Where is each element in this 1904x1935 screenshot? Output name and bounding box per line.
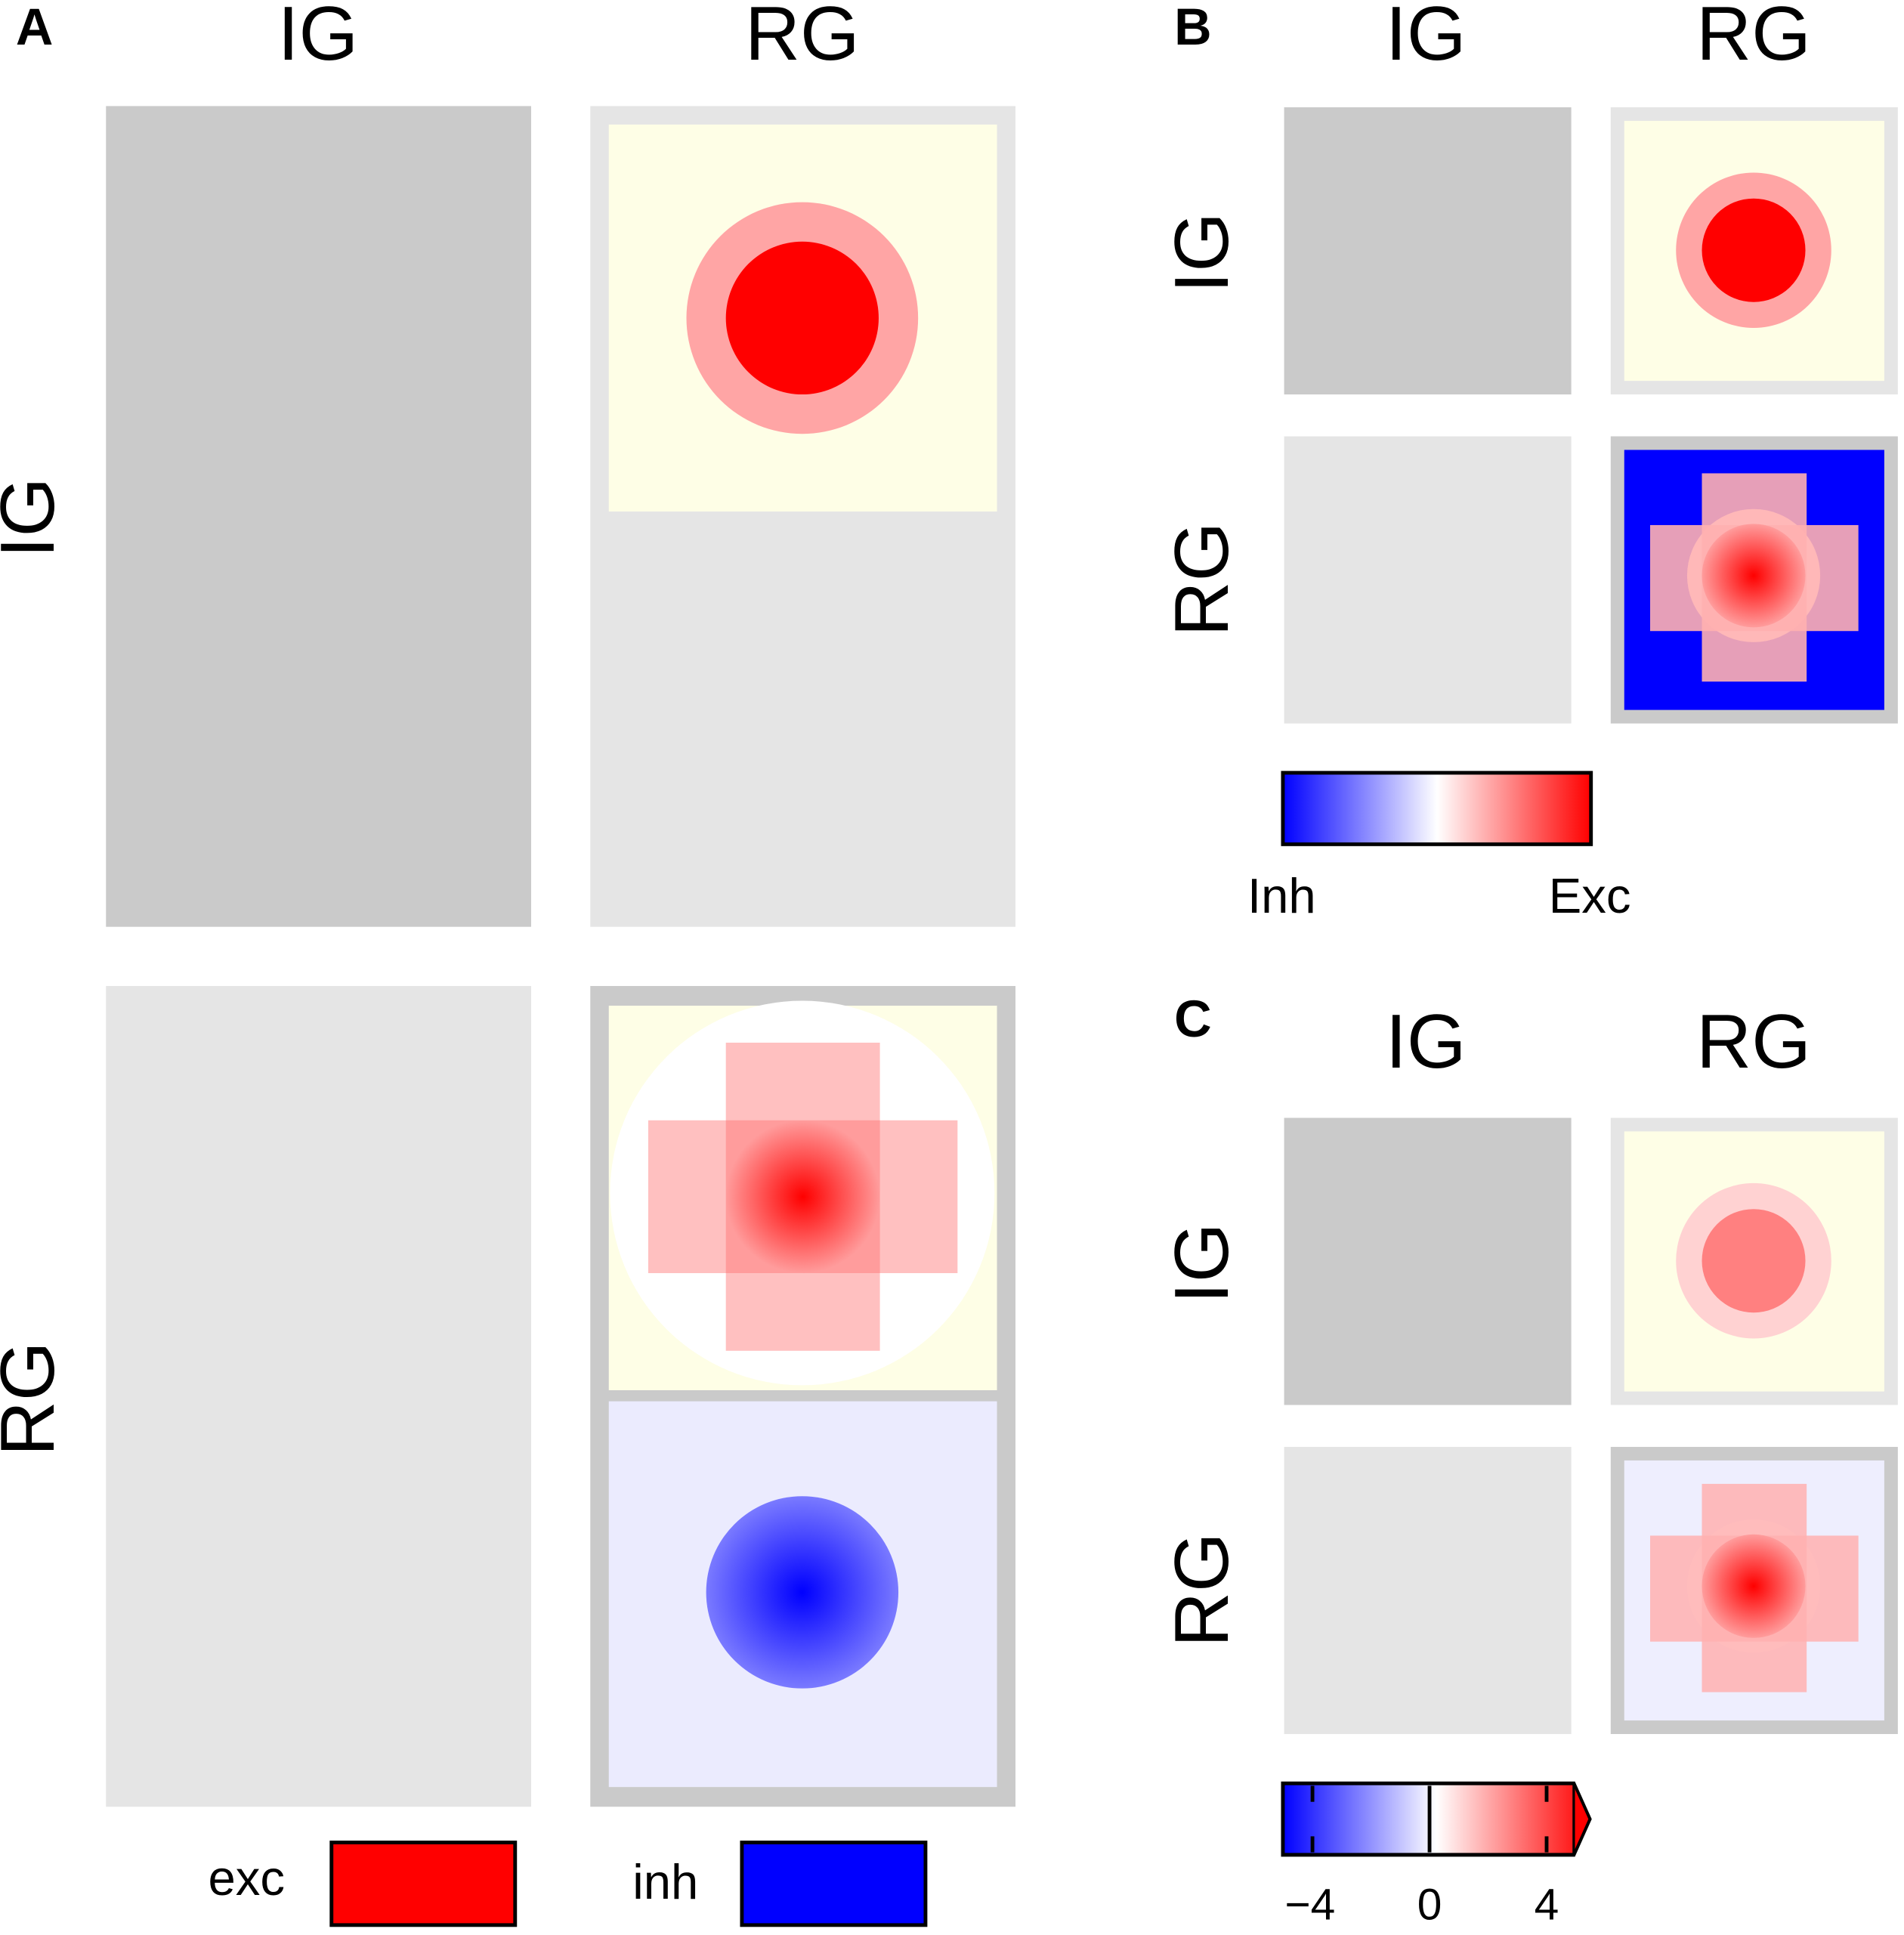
cell (1284, 107, 1572, 395)
column-label: IG (277, 0, 358, 76)
panel-a: A IG RG IG RG exc inh (0, 0, 1015, 1927)
column-label: IG (1386, 0, 1467, 76)
panel-label: B (1174, 0, 1211, 56)
row-label: IG (0, 478, 70, 558)
panel-label: A (16, 0, 53, 56)
panel-c: C IG RG IG RG −4 0 4 (1159, 990, 1898, 1930)
panel-b: B IG RG IG RG Inh Exc (1159, 0, 1898, 923)
column-label: RG (745, 0, 860, 76)
row-label: RG (0, 1342, 70, 1457)
tick-label: −4 (1284, 1881, 1335, 1930)
cell (1284, 1117, 1572, 1405)
tick-label: 4 (1535, 1881, 1559, 1930)
legend-swatch (329, 1841, 518, 1927)
column-label: IG (1386, 999, 1467, 1084)
panel-label: C (1174, 990, 1211, 1048)
core (725, 1120, 880, 1274)
row-label: IG (1159, 212, 1244, 293)
column-label: RG (1696, 999, 1811, 1084)
legend-label: exc (208, 1850, 285, 1906)
legend-label: inh (632, 1854, 698, 1909)
core (1702, 1209, 1806, 1313)
colorbar (1281, 1781, 1592, 1857)
row-label: RG (1159, 1532, 1244, 1647)
row-label: RG (1159, 522, 1244, 637)
row-label: IG (1159, 1223, 1244, 1304)
legend-swatch (740, 1841, 928, 1927)
cell (106, 985, 531, 1807)
column-label: RG (1696, 0, 1811, 76)
core (1702, 1534, 1806, 1638)
colorbar-label: Exc (1549, 868, 1631, 923)
core (1702, 524, 1806, 628)
colorbar-ticks (1310, 1785, 1549, 1853)
colorbar-label: Inh (1247, 868, 1316, 923)
colorbar-extend (1572, 1782, 1591, 1856)
core (725, 241, 879, 395)
colorbar (1281, 771, 1593, 846)
cell (1284, 1446, 1572, 1735)
core (1702, 198, 1806, 302)
core (706, 1496, 899, 1689)
cell (1284, 436, 1572, 724)
tick-label: 0 (1417, 1881, 1442, 1930)
cell (106, 106, 531, 927)
